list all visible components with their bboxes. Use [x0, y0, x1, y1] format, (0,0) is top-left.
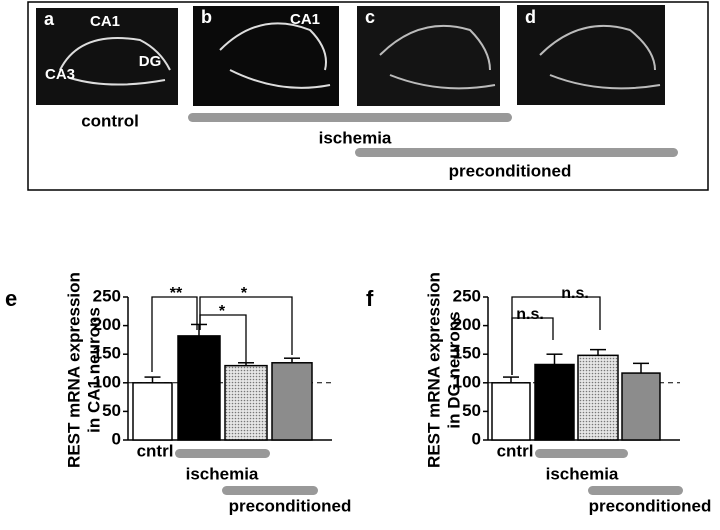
y-tick-label: 50 [462, 401, 481, 420]
panel-label: c [365, 7, 375, 27]
y-tick-label: 150 [453, 344, 481, 363]
significance-bracket [199, 296, 293, 355]
y-tick-label: 250 [453, 286, 481, 305]
y-axis-label: REST mRNA expression [424, 272, 443, 468]
group-label: preconditioned [449, 161, 572, 180]
group-label: preconditioned [589, 496, 712, 515]
y-tick-label: 200 [453, 315, 481, 334]
bar [132, 382, 173, 441]
significance-label: * [241, 285, 248, 302]
significance-bracket [511, 296, 601, 375]
significance-label: ** [170, 285, 183, 302]
y-axis-label: in DG neurons [444, 311, 463, 428]
significance-label: n.s. [561, 285, 589, 302]
micrograph [193, 6, 339, 106]
y-axis-label: in CA1 neurons [84, 307, 103, 433]
y-tick-label: 200 [93, 315, 121, 334]
bar [491, 382, 531, 441]
panel-label: b [201, 7, 212, 27]
significance-label: * [219, 303, 226, 320]
bar [577, 354, 619, 441]
panel-label: a [44, 9, 55, 29]
panel-label: d [525, 7, 536, 27]
group-label: ischemia [186, 464, 259, 483]
group-bar [175, 449, 270, 458]
significance-label: n.s. [516, 306, 544, 323]
y-tick-label: 150 [93, 344, 121, 363]
y-tick-label: 50 [102, 401, 121, 420]
group-bar [588, 486, 683, 495]
bar [534, 363, 575, 441]
group-label: preconditioned [229, 496, 352, 515]
micrograph [517, 5, 665, 105]
group-label: ischemia [319, 128, 392, 147]
bar [177, 335, 221, 441]
region-label: DG [139, 53, 162, 70]
y-tick-label: 0 [472, 429, 481, 448]
group-bar [188, 113, 512, 122]
bar [224, 364, 268, 441]
group-bar [355, 148, 678, 157]
micrograph [357, 6, 500, 106]
y-tick-label: 100 [453, 372, 481, 391]
x-tick-label: cntrl [137, 441, 174, 460]
group-label: control [81, 111, 139, 130]
region-label: CA3 [45, 66, 75, 83]
group-bar [222, 486, 318, 495]
group-bar [535, 449, 628, 458]
top-panel-frame [27, 1, 709, 191]
y-tick-label: 0 [112, 429, 121, 448]
y-tick-label: 250 [93, 286, 121, 305]
group-label: ischemia [546, 464, 619, 483]
panel-label: e [5, 286, 17, 311]
panel-label: f [366, 286, 374, 311]
bar [271, 362, 313, 441]
tissue-outline [59, 22, 661, 90]
bar [621, 372, 661, 441]
micrograph [36, 8, 178, 105]
significance-bracket [151, 296, 198, 372]
region-label: CA1 [290, 11, 320, 28]
x-tick-label: cntrl [497, 441, 534, 460]
y-axis-label: REST mRNA expression [64, 272, 83, 468]
y-tick-label: 100 [93, 372, 121, 391]
region-label: CA1 [90, 13, 120, 30]
